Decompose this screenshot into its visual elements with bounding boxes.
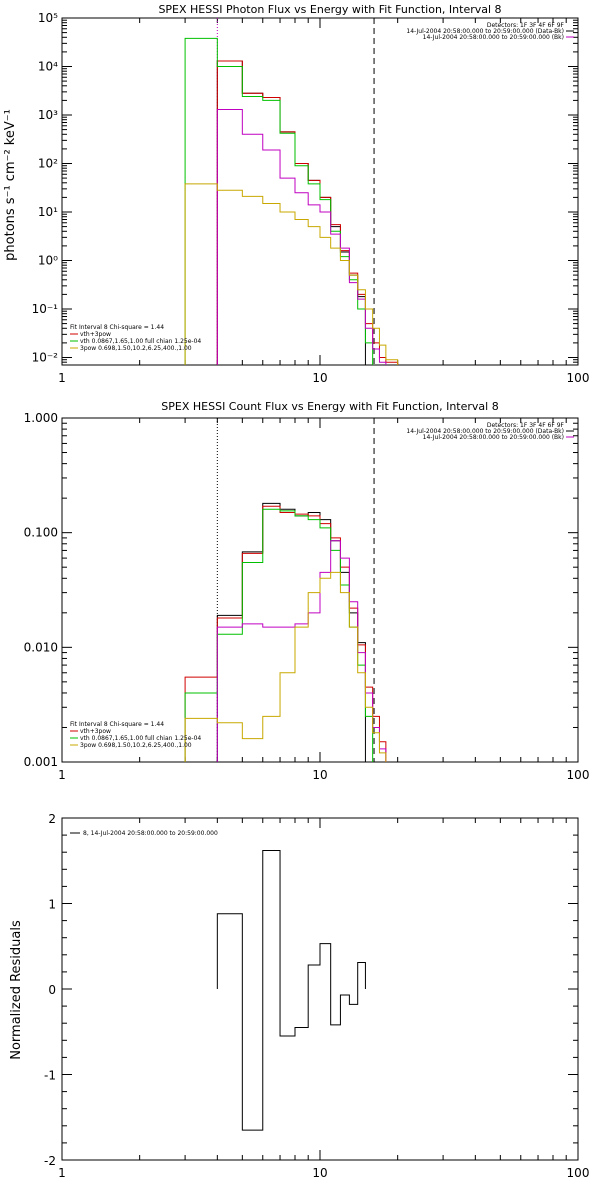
series-2-step-line [184, 508, 374, 762]
legend-text: 8, 14-Jul-2004 20:58:00.000 to 20:59:00.… [83, 830, 218, 837]
photon-flux-panel: SPEX HESSI Photon Flux vs Energy with Fi… [3, 3, 589, 385]
series-3-step-line [216, 108, 387, 365]
fit-legend-text: 3pow 0.698,1.50,10.2,6.25,400.,1.00 [80, 742, 192, 749]
series-4-step-line [184, 571, 387, 762]
fit-legend-text: vth 0.0867,1.65,1.00 full chian 1.25e-04 [80, 735, 201, 742]
series-1-step-line [216, 60, 399, 365]
top-legend-text: 14-Jul-2004 20:58:00.000 to 20:59:00.000… [423, 34, 564, 41]
top-legend-text: 14-Jul-2004 20:58:00.000 to 20:59:00.000… [406, 428, 564, 435]
x-tick-label: 100 [567, 371, 590, 385]
y-tick-label: 10¹ [38, 205, 58, 219]
x-tick-label: 10 [312, 1166, 327, 1180]
fit-legend-text: vth+3pow [80, 728, 111, 735]
top-legend-text: Detectors: 1F 3F 4F 6F 9F [487, 422, 565, 429]
residuals-panel: Normalized Residuals 1 10 100 -2 -1 0 1 2 8, 14-… [9, 812, 589, 1180]
y-tick-label: 0.010 [24, 640, 58, 654]
y-tick-label: 10² [38, 156, 58, 170]
x-tick-label: 1 [58, 768, 66, 782]
y-tick-label: 10⁰ [38, 253, 58, 267]
photon-flux-title: SPEX HESSI Photon Flux vs Energy with Fi… [158, 3, 501, 16]
y-tick-label: 2 [48, 812, 56, 826]
fit-legend-text: vth 0.0867,1.65,1.00 full chian 1.25e-04 [80, 338, 201, 345]
top-legend-text: 14-Jul-2004 20:58:00.000 to 20:59:00.000… [406, 28, 564, 35]
residuals-ylabel: Normalized Residuals [9, 920, 24, 1060]
x-tick-label: 1 [58, 371, 66, 385]
fit-legend-text: 3pow 0.698,1.50,10.2,6.25,400.,1.00 [80, 345, 192, 352]
x-tick-label: 100 [567, 768, 590, 782]
x-tick-label: 10 [312, 371, 327, 385]
fit-legend-text: Fit Interval 8 Chi-square = 1.44 [70, 324, 164, 331]
series-0-step-line [216, 60, 366, 365]
series-2-step-line [184, 37, 374, 365]
fit-legend-text: vth+3pow [80, 331, 111, 338]
top-legend-text: Detectors: 1F 3F 4F 6F 9F [487, 22, 565, 29]
series-1-step-line [184, 505, 387, 762]
series-0-step-line [216, 502, 366, 762]
x-tick-label: 100 [567, 1166, 590, 1180]
plot-frame [61, 817, 579, 1161]
y-tick-label: 0.001 [24, 755, 58, 769]
count-flux-panel: SPEX HESSI Count Flux vs Energy with Fit… [24, 400, 590, 782]
y-tick-label: 0 [48, 983, 56, 997]
series-0-step-line [216, 849, 366, 1131]
series-3-step-line [216, 540, 387, 762]
y-tick-label: 1.000 [24, 411, 58, 425]
y-tick-label: 1 [48, 898, 56, 912]
y-tick-label: 10³ [38, 108, 58, 122]
y-tick-label: -2 [44, 1154, 56, 1168]
y-tick-label: 10⁻² [32, 350, 59, 364]
y-tick-label: 10⁻¹ [32, 302, 59, 316]
y-tick-label: 10⁴ [38, 59, 58, 73]
series-4-step-line [184, 183, 399, 365]
fit-legend-text: Fit Interval 8 Chi-square = 1.44 [70, 721, 164, 728]
y-tick-label: -1 [44, 1069, 56, 1083]
x-tick-label: 10 [312, 768, 327, 782]
count-flux-title: SPEX HESSI Count Flux vs Energy with Fit… [161, 400, 498, 413]
x-tick-label: 1 [58, 1166, 66, 1180]
top-legend-text: 14-Jul-2004 20:58:00.000 to 20:59:00.000… [423, 434, 564, 441]
photon-flux-ylabel: photons s⁻¹ cm⁻² keV⁻¹ [3, 109, 18, 261]
y-tick-label: 0.100 [24, 526, 58, 540]
y-tick-label: 10⁵ [38, 11, 58, 25]
